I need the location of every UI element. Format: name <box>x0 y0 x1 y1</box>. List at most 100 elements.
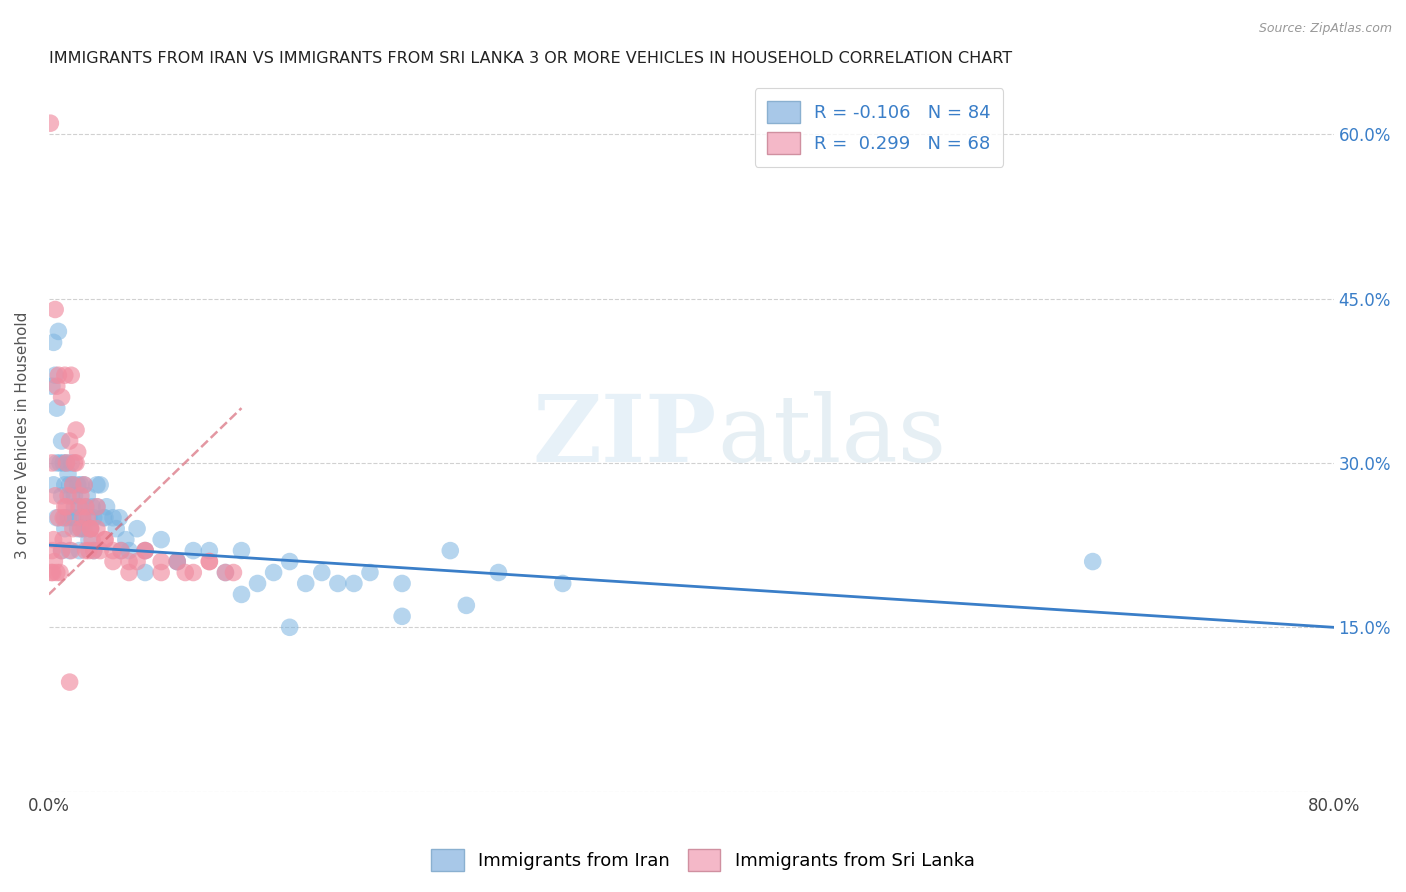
Point <box>52 456 75 470</box>
Point <box>110 543 132 558</box>
Point <box>263 566 285 580</box>
Point <box>53 368 76 383</box>
Point <box>150 555 173 569</box>
Point <box>231 587 253 601</box>
Point <box>44 368 66 383</box>
Point <box>456 599 478 613</box>
Point <box>181 543 204 558</box>
Point <box>62 478 84 492</box>
Point <box>62 510 84 524</box>
Point <box>83 543 105 558</box>
Point <box>73 478 96 492</box>
Point <box>56 489 79 503</box>
Point <box>108 510 131 524</box>
Point <box>52 510 75 524</box>
Point <box>439 543 461 558</box>
Point <box>246 576 269 591</box>
Point <box>134 543 156 558</box>
Point <box>60 489 83 503</box>
Point <box>70 522 93 536</box>
Point <box>231 543 253 558</box>
Point <box>39 566 62 580</box>
Point <box>115 533 138 547</box>
Point <box>59 543 82 558</box>
Point <box>118 543 141 558</box>
Point <box>41 379 63 393</box>
Point <box>66 478 89 492</box>
Point <box>51 543 73 558</box>
Point <box>174 566 197 580</box>
Point <box>56 510 79 524</box>
Point <box>105 522 128 536</box>
Point <box>59 675 82 690</box>
Point <box>94 533 117 547</box>
Point <box>86 522 108 536</box>
Y-axis label: 3 or more Vehicles in Household: 3 or more Vehicles in Household <box>15 312 30 559</box>
Point <box>72 510 94 524</box>
Point <box>86 500 108 514</box>
Point <box>222 566 245 580</box>
Point <box>127 522 149 536</box>
Point <box>198 543 221 558</box>
Point <box>53 510 76 524</box>
Point <box>75 500 97 514</box>
Point <box>166 555 188 569</box>
Point <box>55 500 77 514</box>
Point <box>42 566 65 580</box>
Point <box>60 543 83 558</box>
Point <box>45 510 67 524</box>
Point <box>79 522 101 536</box>
Point <box>70 522 93 536</box>
Text: Source: ZipAtlas.com: Source: ZipAtlas.com <box>1258 22 1392 36</box>
Point <box>214 566 236 580</box>
Point <box>51 390 73 404</box>
Point <box>39 116 62 130</box>
Point <box>77 510 100 524</box>
Point <box>45 566 67 580</box>
Point <box>70 489 93 503</box>
Point <box>118 566 141 580</box>
Point <box>118 555 141 569</box>
Point <box>44 489 66 503</box>
Point <box>75 500 97 514</box>
Point <box>198 555 221 569</box>
Point <box>82 533 104 547</box>
Point <box>278 620 301 634</box>
Point <box>51 543 73 558</box>
Point <box>44 555 66 569</box>
Point <box>59 434 82 448</box>
Point <box>134 543 156 558</box>
Point <box>45 379 67 393</box>
Point <box>63 500 86 514</box>
Point <box>63 489 86 503</box>
Point <box>127 555 149 569</box>
Point <box>62 522 84 536</box>
Point <box>79 522 101 536</box>
Point <box>66 445 89 459</box>
Point <box>73 522 96 536</box>
Point <box>63 456 86 470</box>
Point <box>214 566 236 580</box>
Point <box>67 543 90 558</box>
Point <box>65 423 87 437</box>
Text: IMMIGRANTS FROM IRAN VS IMMIGRANTS FROM SRI LANKA 3 OR MORE VEHICLES IN HOUSEHOL: IMMIGRANTS FROM IRAN VS IMMIGRANTS FROM … <box>49 51 1012 66</box>
Point <box>42 533 65 547</box>
Point <box>311 566 333 580</box>
Point <box>48 325 70 339</box>
Point <box>75 543 97 558</box>
Point <box>96 500 118 514</box>
Point <box>62 478 84 492</box>
Point <box>72 510 94 524</box>
Point <box>86 478 108 492</box>
Point <box>83 543 105 558</box>
Point <box>150 566 173 580</box>
Point <box>77 543 100 558</box>
Point <box>76 510 98 524</box>
Point <box>55 456 77 470</box>
Point <box>79 522 101 536</box>
Point <box>150 533 173 547</box>
Point <box>134 543 156 558</box>
Point <box>51 489 73 503</box>
Point <box>48 368 70 383</box>
Point <box>60 456 83 470</box>
